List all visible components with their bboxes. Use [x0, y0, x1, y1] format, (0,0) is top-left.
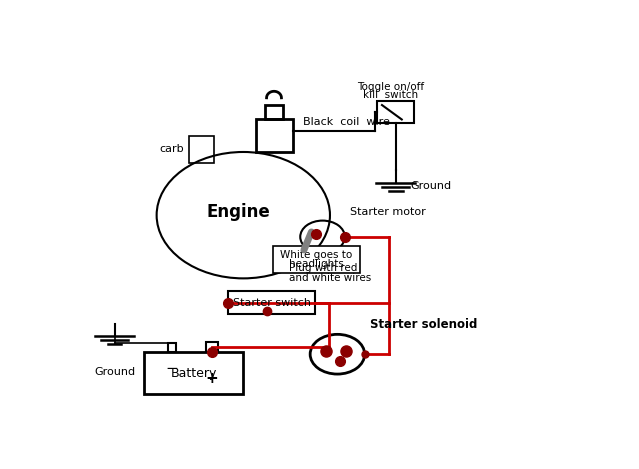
Text: carb: carb [159, 144, 184, 154]
Text: Toggle on/off: Toggle on/off [357, 83, 424, 92]
Text: headlights: headlights [289, 259, 344, 270]
Text: Ground: Ground [410, 182, 452, 191]
Text: Engine: Engine [206, 203, 270, 220]
Text: Plug with red: Plug with red [289, 263, 357, 272]
Bar [256, 120, 293, 152]
Text: White goes to: White goes to [281, 250, 353, 260]
Bar [265, 105, 284, 120]
Text: +: + [205, 371, 218, 386]
Bar [206, 341, 217, 352]
Text: Black  coil  wire: Black coil wire [303, 116, 390, 127]
Text: Battery: Battery [171, 367, 217, 380]
Text: and white wires: and white wires [289, 273, 371, 283]
Text: Starter solenoid: Starter solenoid [369, 318, 477, 331]
Text: kill  switch: kill switch [363, 90, 418, 99]
Bar [168, 343, 176, 352]
Text: Starter motor: Starter motor [350, 207, 426, 217]
Text: Ground: Ground [94, 367, 135, 377]
Bar [229, 291, 315, 315]
Text: Starter switch: Starter switch [233, 298, 311, 308]
Bar [189, 136, 213, 163]
Text: −: − [166, 361, 178, 376]
Bar [144, 352, 243, 394]
Bar [273, 246, 360, 273]
Bar [377, 101, 414, 123]
